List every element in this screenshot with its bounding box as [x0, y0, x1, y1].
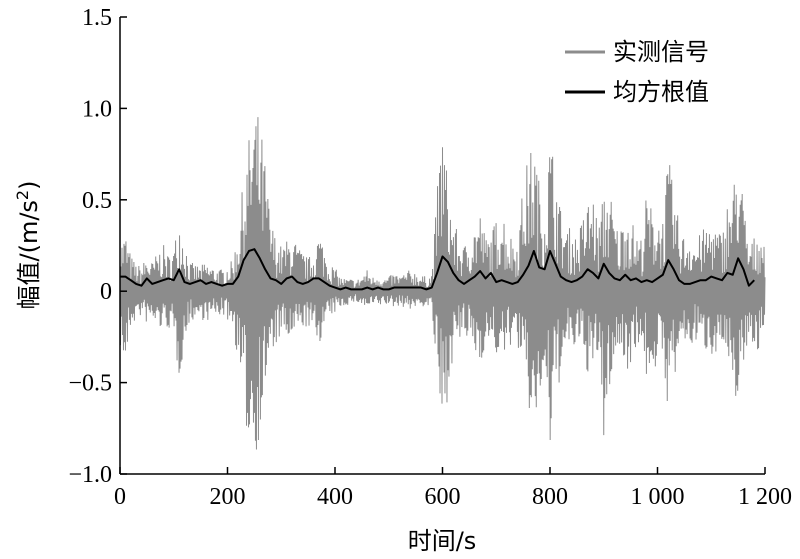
measured-signal-trace: [119, 117, 766, 450]
x-tick-label: 1 000: [631, 484, 685, 510]
y-tick-label: −0.5: [68, 371, 112, 397]
y-tick-label: 0.5: [82, 188, 112, 214]
x-ticks: 0 200 400 600 800 1 000 1 200: [114, 467, 792, 510]
x-tick-label: 600: [425, 484, 461, 510]
y-axis-title-sup: 2: [13, 190, 32, 200]
y-axis-title: 幅值/(m/s2): [13, 181, 43, 310]
x-tick-label: 800: [532, 484, 568, 510]
y-ticks: −1.0 −0.5 0 0.5 1.0 1.5: [68, 5, 127, 488]
rms-line: [120, 248, 755, 291]
y-tick-label: 0: [100, 279, 112, 305]
x-tick-label: 0: [114, 484, 126, 510]
y-axis-title-close: ): [15, 181, 43, 190]
series-measured-signal: [119, 117, 766, 450]
y-tick-label: −1.0: [68, 462, 112, 488]
y-tick-label: 1.0: [82, 96, 112, 122]
legend: 实测信号 均方根值: [565, 38, 709, 106]
series-rms: [120, 248, 755, 291]
x-tick-label: 200: [210, 484, 246, 510]
y-tick-label: 1.5: [82, 5, 112, 31]
legend-label-rms: 均方根值: [613, 78, 709, 106]
x-tick-label: 400: [317, 484, 353, 510]
x-tick-label: 1 200: [738, 484, 792, 510]
y-axis-title-main: 幅值/(m/s: [15, 200, 43, 309]
legend-label-measured-signal: 实测信号: [613, 38, 709, 66]
x-axis-title: 时间/s: [408, 527, 477, 555]
